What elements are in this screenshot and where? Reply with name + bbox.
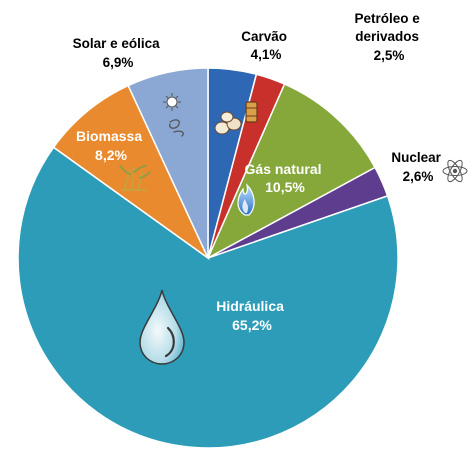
pie-slices (17, 67, 399, 449)
coal-icon (214, 111, 242, 135)
sun-wind-icon (163, 93, 184, 137)
water-drop-icon (139, 289, 185, 365)
oil-barrel-icon (245, 101, 258, 123)
label-petroleo: Petróleo e derivados 2,5% (354, 11, 423, 63)
pie-slice-solar-e-eolica (127, 67, 209, 259)
label-carvao: Carvão 4,1% (241, 29, 291, 62)
atom-icon (442, 159, 468, 183)
pie-slice-biomassa (52, 84, 210, 261)
label-gas-natural: Gás natural 10,5% (245, 161, 326, 195)
label-nuclear: Nuclear 2,6% (391, 150, 444, 184)
label-hidraulica: Hidráulica 65,2% (216, 298, 288, 333)
label-biomassa: Biomassa 8,2% (76, 128, 146, 163)
label-solar-eolica: Solar e eólica 6,9% (73, 36, 164, 70)
sugarcane-icon (119, 165, 151, 191)
gas-flame-icon (237, 183, 255, 216)
pie-slice-hidraulica (17, 146, 399, 449)
